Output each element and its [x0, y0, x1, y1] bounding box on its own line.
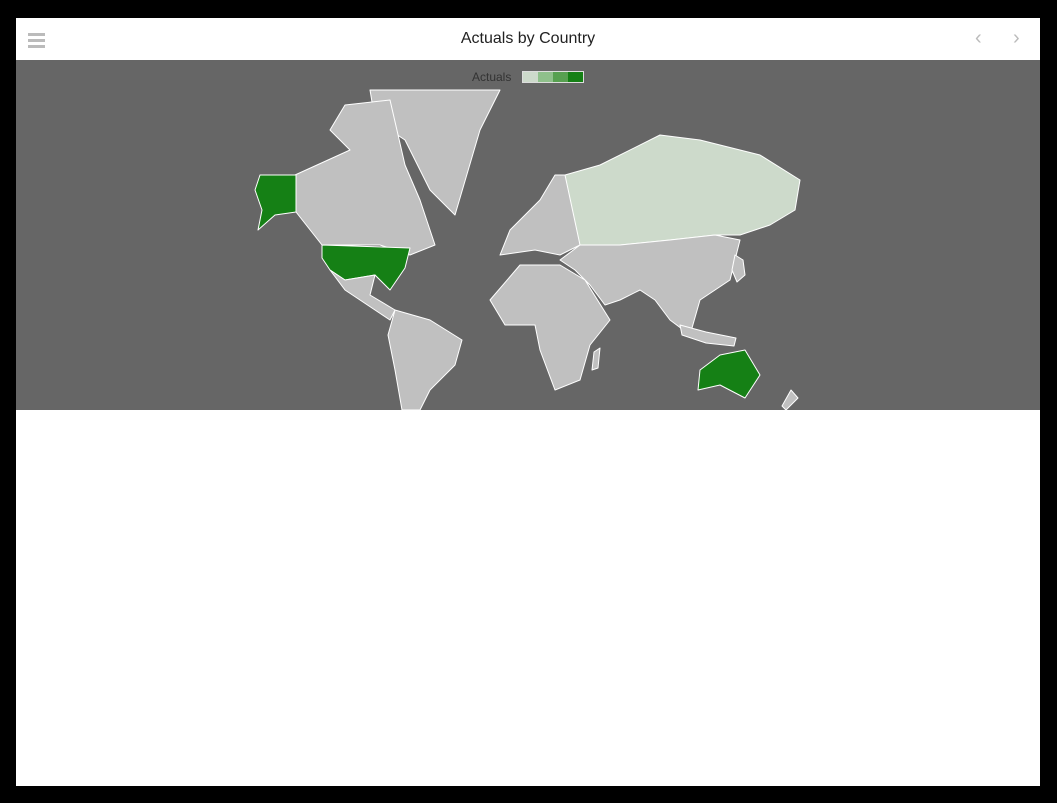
header: Actuals by Country ‹ › [16, 18, 1040, 61]
region-new-zealand[interactable] [781, 389, 799, 410]
region-south-america[interactable] [387, 309, 463, 410]
region-indonesia[interactable] [679, 324, 737, 347]
app-screen: Actuals by Country ‹ › Actuals [16, 18, 1040, 786]
page-title: Actuals by Country [460, 30, 596, 47]
legend-swatch [538, 72, 554, 82]
region-russia[interactable] [564, 134, 801, 246]
map-svg [254, 89, 801, 410]
legend-color-scale [522, 71, 585, 83]
chevron-left-icon[interactable]: ‹ [975, 27, 982, 49]
hamburger-icon[interactable] [28, 33, 45, 51]
region-africa[interactable] [489, 264, 611, 391]
region-australia[interactable] [697, 349, 761, 399]
chevron-right-icon[interactable]: › [1013, 27, 1020, 49]
region-alaska[interactable] [254, 174, 297, 231]
legend-swatch [553, 72, 569, 82]
legend-swatch [568, 72, 584, 82]
region-madagascar[interactable] [591, 347, 601, 371]
map-legend: Actuals [472, 70, 585, 84]
legend-swatch [523, 72, 539, 82]
world-map: Actuals [16, 60, 1040, 410]
region-japan[interactable] [731, 254, 746, 283]
legend-label: Actuals [472, 70, 512, 84]
